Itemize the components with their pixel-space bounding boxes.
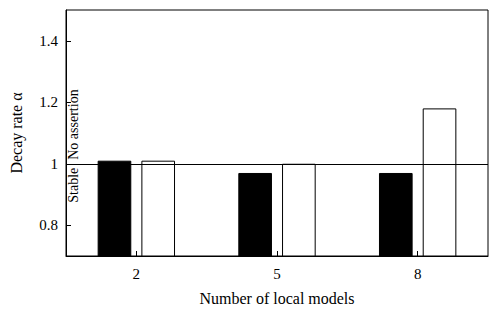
svg-text:Number of local models: Number of local models [199,290,354,307]
svg-text:1: 1 [51,156,59,172]
svg-text:5: 5 [273,266,281,282]
svg-text:0.8: 0.8 [39,217,58,233]
svg-text:No assertion: No assertion [66,89,81,159]
svg-text:1.2: 1.2 [39,94,58,110]
svg-text:Stable: Stable [66,168,81,203]
svg-text:1.4: 1.4 [39,33,58,49]
svg-text:Decay rate α: Decay rate α [8,92,26,174]
svg-text:2: 2 [133,266,141,282]
svg-text:8: 8 [414,266,422,282]
